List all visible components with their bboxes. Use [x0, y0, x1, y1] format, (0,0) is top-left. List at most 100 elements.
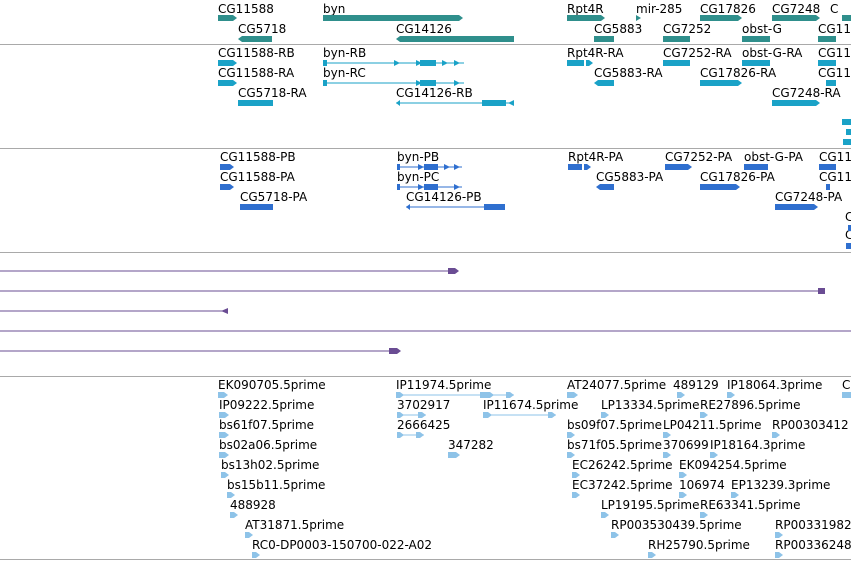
track-separator [0, 252, 851, 253]
protein-bar [596, 184, 614, 190]
alignment-glyphs [0, 268, 851, 354]
transcript-exon [323, 60, 460, 66]
gene-track: CG11588 byn Rpt4R mir-285 CG17826 CG7248… [0, 0, 851, 44]
track-separator [0, 376, 851, 377]
transcript-bar [594, 80, 614, 86]
feature-label: RE27896.5prime [700, 398, 801, 412]
est-track: EK090705.5prime IP11974.5prime AT24077.5… [0, 377, 851, 559]
est-bar [663, 452, 671, 458]
gene-bar [772, 15, 820, 21]
feature-label: CG7252 [663, 22, 712, 36]
gene-bar [842, 15, 851, 21]
feature-label: C [845, 228, 851, 242]
est-bar [727, 392, 735, 398]
feature-label: RP003530439.5prime [611, 518, 742, 532]
transcript-track: CG11588-RB byn-RB Rpt4R-RA CG7252-RA obs… [0, 45, 851, 148]
feature-label: CG11 [818, 22, 851, 36]
est-bar [218, 392, 228, 398]
gene-glyphs [218, 15, 851, 42]
est-bar [219, 452, 229, 458]
feature-label: CG5883-RA [594, 66, 663, 80]
protein-bar [819, 164, 836, 170]
feature-label: byn-RB [323, 46, 367, 60]
feature-label: byn-PC [397, 170, 440, 184]
gene-bar [818, 36, 836, 42]
feature-label: CG11588-RB [218, 46, 295, 60]
alignment-end [221, 308, 228, 314]
track-separator [0, 148, 851, 149]
gene-bar [396, 36, 514, 42]
feature-label: EC26242.5prime [572, 458, 673, 472]
gene-bar [742, 36, 770, 42]
est-bar [219, 432, 229, 438]
feature-label: bs13h02.5prime [221, 458, 320, 472]
feature-label: byn-PB [397, 150, 440, 164]
feature-label: CG5718 [238, 22, 287, 36]
gene-bar [594, 36, 614, 42]
est-bar [572, 472, 580, 478]
est-bar [663, 432, 671, 438]
feature-label: RP00303412 [772, 418, 849, 432]
est-bar [679, 492, 687, 498]
transcript-glyphs [218, 60, 851, 145]
alignment-end [818, 288, 825, 294]
transcript-bar [218, 60, 237, 66]
transcript-bar [742, 60, 770, 66]
feature-label: 370699 [663, 438, 709, 452]
protein-exon [397, 184, 460, 190]
feature-label: obst-G-RA [742, 46, 803, 60]
feature-label: AT31871.5prime [245, 518, 345, 532]
feature-label: CG5883-PA [596, 170, 664, 184]
feature-label: Rpt4R-PA [568, 150, 624, 164]
est-bar [677, 392, 685, 398]
feature-label: CG11588-RA [218, 66, 295, 80]
feature-label: CG11588-PA [220, 170, 295, 184]
gene-bar [663, 36, 690, 42]
feature-label: CG7248-RA [772, 86, 841, 100]
est-bar [483, 412, 556, 418]
protein-bar [665, 164, 692, 170]
est-bar [219, 412, 229, 418]
protein-glyphs [220, 164, 851, 249]
feature-label: CG11 [818, 46, 851, 60]
est-bar [397, 412, 426, 418]
gene-bar [636, 15, 641, 21]
feature-label: bs15b11.5prime [227, 478, 326, 492]
feature-label: RH25790.5prime [648, 538, 750, 552]
feature-label: RP00331982 [775, 518, 851, 532]
feature-label: CG11588 [218, 2, 274, 16]
gene-bar [323, 15, 463, 21]
feature-label: AT24077.5prime [567, 378, 667, 392]
feature-label: 2666425 [397, 418, 451, 432]
transcript-bar [843, 139, 851, 145]
est-bar [679, 472, 687, 478]
feature-label: 3702917 [397, 398, 451, 412]
feature-label: IP11674.5prime [483, 398, 579, 412]
est-bar [567, 432, 575, 438]
feature-label: 488928 [230, 498, 276, 512]
feature-label: CG17826-PA [700, 170, 775, 184]
feature-label: IP18164.3prime [710, 438, 806, 452]
feature-label: CG5718-PA [240, 190, 308, 204]
transcript-bar [218, 80, 237, 86]
feature-label: LP04211.5prime [663, 418, 762, 432]
feature-label: 489129 [673, 378, 719, 392]
feature-label: EK094254.5prime [679, 458, 787, 472]
feature-label: CG5883 [594, 22, 643, 36]
feature-label: mir-285 [636, 2, 683, 16]
feature-label: CG11588-PB [220, 150, 296, 164]
feature-label: byn [323, 2, 346, 16]
feature-label: IP18064.3prime [727, 378, 823, 392]
track-separator [0, 44, 851, 45]
est-bar [245, 532, 253, 538]
feature-label: CG5718-RA [238, 86, 307, 100]
est-bar [567, 392, 578, 398]
est-bar [252, 552, 260, 558]
feature-label: CG11 [819, 150, 851, 164]
feature-label: byn-RC [323, 66, 366, 80]
est-bar [230, 512, 238, 518]
feature-label: EC37242.5prime [572, 478, 673, 492]
alignment-track [0, 253, 851, 376]
est-bar [396, 392, 514, 398]
feature-label: CG17826 [700, 2, 756, 16]
